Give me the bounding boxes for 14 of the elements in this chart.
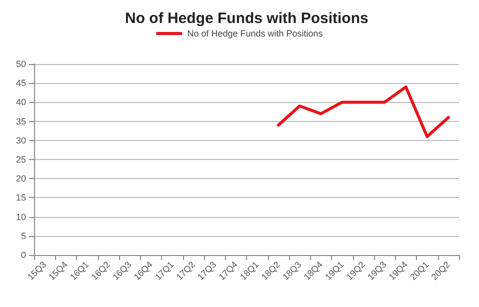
y-tick-label: 15 — [16, 192, 26, 203]
y-tick-label: 50 — [16, 59, 26, 69]
y-tick-label: 20 — [16, 174, 26, 184]
y-tick-label: 0 — [20, 250, 26, 260]
y-tick-label: 5 — [20, 230, 26, 241]
y-tick-label: 10 — [16, 212, 26, 222]
y-tick-label: 35 — [16, 116, 26, 126]
y-tick-label: 45 — [16, 78, 26, 88]
chart-title: No of Hedge Funds with Positions — [125, 10, 368, 27]
line-series — [276, 85, 450, 138]
y-tick-label: 25 — [16, 154, 26, 164]
y-tick-label: 40 — [16, 97, 26, 108]
legend-label: No of Hedge Funds with Positions — [187, 28, 324, 38]
y-tick-label: 30 — [16, 135, 26, 146]
